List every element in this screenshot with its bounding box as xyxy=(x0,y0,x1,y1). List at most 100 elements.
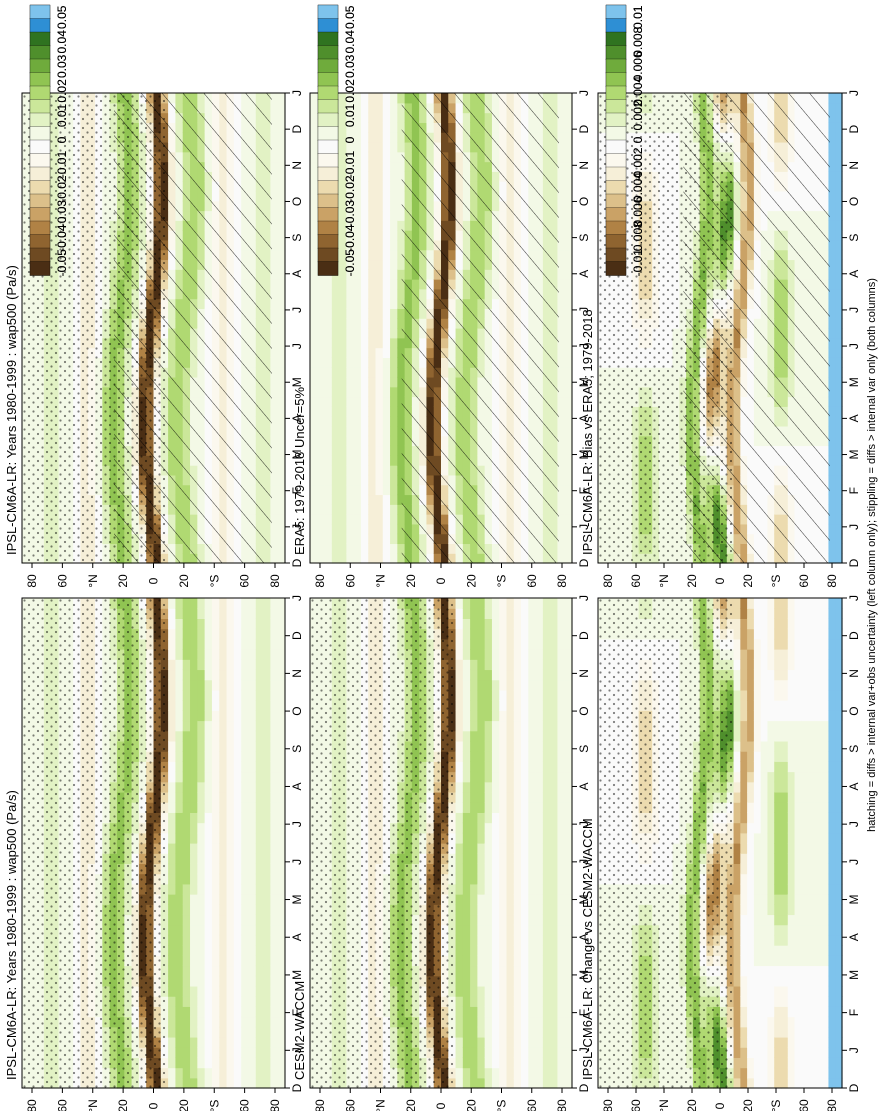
heatmap-cell xyxy=(205,823,213,834)
heatmap-cell xyxy=(183,996,191,1007)
heatmap-cell xyxy=(197,659,205,670)
heatmap-cell xyxy=(270,1047,278,1058)
heatmap-cell xyxy=(310,299,318,309)
heatmap-cell xyxy=(278,485,286,495)
heatmap-cell xyxy=(234,700,242,711)
heatmap-cell xyxy=(183,731,191,742)
heatmap-cell xyxy=(205,986,213,997)
heatmap-cell xyxy=(183,761,191,772)
colorbar-tick-label: -0.03 xyxy=(55,200,69,228)
heatmap-cell xyxy=(317,338,325,348)
heatmap-cell xyxy=(183,1037,191,1048)
heatmap-cell xyxy=(227,731,235,742)
heatmap-cell xyxy=(168,976,176,987)
heatmap-cell xyxy=(183,945,191,956)
heatmap-cell xyxy=(263,680,271,691)
heatmap-cell xyxy=(317,299,325,309)
month-tick-label: J xyxy=(290,90,304,96)
heatmap-cell xyxy=(197,700,205,711)
heatmap-cell xyxy=(390,377,398,387)
heatmap-cell xyxy=(205,976,213,987)
heatmap-cell xyxy=(168,833,176,844)
heatmap-cell xyxy=(175,659,183,670)
heatmap-cell xyxy=(376,259,384,269)
heatmap-cell xyxy=(227,782,235,793)
heatmap-cell xyxy=(241,904,249,915)
heatmap-cell xyxy=(212,996,220,1007)
heatmap-cell xyxy=(270,904,278,915)
heatmap-cell xyxy=(325,465,333,475)
lat-tick-label: °S xyxy=(207,575,221,588)
heatmap-cell xyxy=(325,367,333,377)
heatmap-cell xyxy=(368,113,376,123)
colorbar-cell xyxy=(30,86,50,100)
heatmap-cell xyxy=(278,406,286,416)
heatmap-cell xyxy=(346,348,354,358)
heatmap-cell xyxy=(175,1027,183,1038)
heatmap-cell xyxy=(234,1047,242,1058)
heatmap-cell xyxy=(346,387,354,397)
heatmap-cell xyxy=(263,772,271,783)
heatmap-cell xyxy=(270,772,278,783)
heatmap-cell xyxy=(270,966,278,977)
heatmap-cell xyxy=(390,269,398,279)
heatmap-cell xyxy=(205,1078,213,1089)
heatmap-cell xyxy=(383,543,391,553)
lat-tick-label: 20 xyxy=(177,1099,191,1111)
heatmap-cell xyxy=(390,485,398,495)
heatmap-cell xyxy=(183,884,191,895)
heatmap-cell xyxy=(376,103,384,113)
heatmap-cell xyxy=(361,426,369,436)
heatmap-cell xyxy=(241,802,249,813)
heatmap-cell xyxy=(325,475,333,485)
heatmap-cell xyxy=(317,455,325,465)
heatmap-cell xyxy=(212,649,220,660)
heatmap-cell xyxy=(190,986,198,997)
heatmap-cell xyxy=(241,955,249,966)
heatmap-cell xyxy=(263,1047,271,1058)
heatmap-cell xyxy=(383,436,391,446)
heatmap-cell xyxy=(310,465,318,475)
heatmap-cell xyxy=(270,843,278,854)
heatmap-cell xyxy=(325,426,333,436)
heatmap-cell xyxy=(263,945,271,956)
heatmap-cell xyxy=(219,649,227,660)
heatmap-cell xyxy=(175,812,183,823)
heatmap-cell xyxy=(361,504,369,514)
lat-tick-label: 80 xyxy=(268,574,282,588)
heatmap-cell xyxy=(234,925,242,936)
heatmap-cell xyxy=(310,455,318,465)
heatmap-cell xyxy=(212,792,220,803)
heatmap-cell xyxy=(227,680,235,691)
heatmap-cell xyxy=(248,843,256,854)
heatmap-cell xyxy=(212,914,220,925)
heatmap-cell xyxy=(278,884,286,895)
heatmap-cell xyxy=(390,455,398,465)
heatmap-cell xyxy=(205,863,213,874)
heatmap-cell xyxy=(205,690,213,701)
month-tick-label: O xyxy=(290,706,304,715)
heatmap-cell xyxy=(270,649,278,660)
month-tick-label: A xyxy=(290,270,304,278)
heatmap-cell xyxy=(390,367,398,377)
heatmap-cell xyxy=(339,299,347,309)
heatmap-cell xyxy=(205,1006,213,1017)
heatmap-cell xyxy=(376,348,384,358)
heatmap-cell xyxy=(278,348,286,358)
heatmap-cell xyxy=(332,455,340,465)
heatmap-cell xyxy=(354,543,362,553)
heatmap-cell xyxy=(317,485,325,495)
heatmap-cell xyxy=(241,1047,249,1058)
heatmap-cell xyxy=(168,639,176,650)
heatmap-cell xyxy=(263,792,271,803)
lat-tick-label: 80 xyxy=(25,1099,39,1111)
heatmap-cell xyxy=(168,690,176,701)
heatmap-cell xyxy=(241,812,249,823)
heatmap-cell xyxy=(205,894,213,905)
heatmap-cell xyxy=(325,455,333,465)
heatmap-cell xyxy=(175,710,183,721)
heatmap-cell xyxy=(175,700,183,711)
heatmap-cell xyxy=(390,299,398,309)
heatmap-cell xyxy=(376,455,384,465)
